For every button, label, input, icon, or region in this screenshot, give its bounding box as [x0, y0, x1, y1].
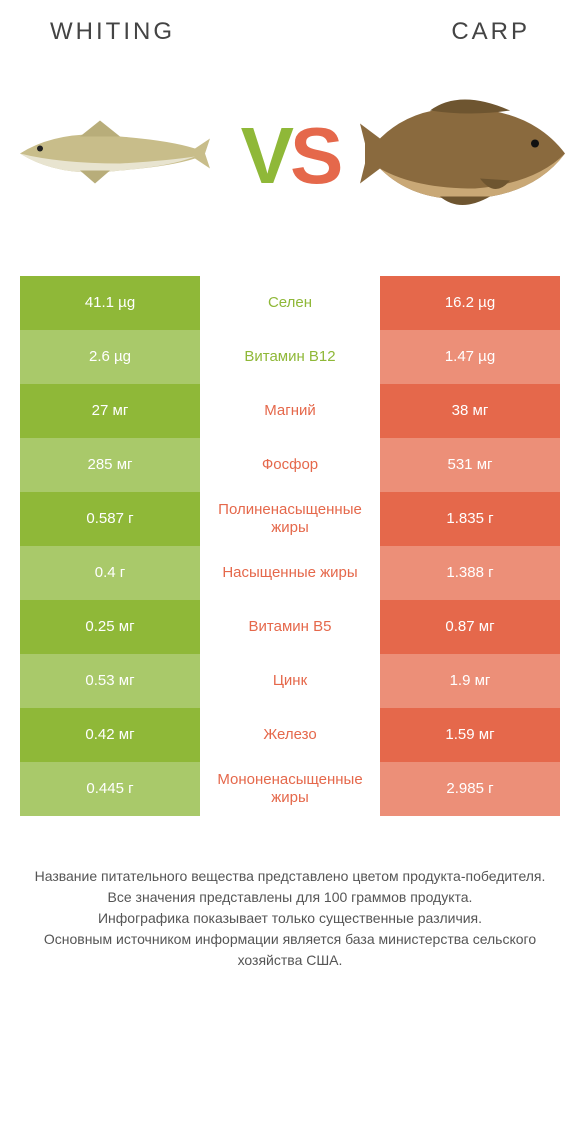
- value-left: 0.53 мг: [20, 654, 200, 708]
- value-right: 531 мг: [380, 438, 560, 492]
- table-row: 27 мгМагний38 мг: [20, 384, 560, 438]
- footer-line: Название питательного вещества представл…: [20, 866, 560, 887]
- value-left: 0.42 мг: [20, 708, 200, 762]
- table-row: 0.25 мгВитамин B50.87 мг: [20, 600, 560, 654]
- nutrient-name: Железо: [200, 708, 380, 762]
- footer-notes: Название питательного вещества представл…: [0, 816, 580, 971]
- value-left: 27 мг: [20, 384, 200, 438]
- table-row: 0.53 мгЦинк1.9 мг: [20, 654, 560, 708]
- value-left: 0.4 г: [20, 546, 200, 600]
- value-left: 0.25 мг: [20, 600, 200, 654]
- value-left: 41.1 µg: [20, 276, 200, 330]
- hero: VS: [0, 56, 580, 256]
- value-right: 1.47 µg: [380, 330, 560, 384]
- footer-line: Основным источником информации является …: [20, 929, 560, 971]
- nutrient-name: Полиненасыщенные жиры: [200, 492, 380, 546]
- value-right: 1.835 г: [380, 492, 560, 546]
- title-left: WHITING: [50, 18, 175, 46]
- value-left: 0.445 г: [20, 762, 200, 816]
- vs-s: S: [290, 111, 339, 200]
- table-row: 2.6 µgВитамин B121.47 µg: [20, 330, 560, 384]
- value-right: 38 мг: [380, 384, 560, 438]
- value-right: 1.9 мг: [380, 654, 560, 708]
- footer-line: Инфографика показывает только существенн…: [20, 908, 560, 929]
- nutrient-name: Мононенасыщенные жиры: [200, 762, 380, 816]
- nutrient-name: Насыщенные жиры: [200, 546, 380, 600]
- value-right: 2.985 г: [380, 762, 560, 816]
- value-left: 0.587 г: [20, 492, 200, 546]
- footer-line: Все значения представлены для 100 граммо…: [20, 887, 560, 908]
- nutrient-table: 41.1 µgСелен16.2 µg2.6 µgВитамин B121.47…: [20, 276, 560, 816]
- nutrient-name: Витамин B12: [200, 330, 380, 384]
- value-right: 1.388 г: [380, 546, 560, 600]
- value-right: 0.87 мг: [380, 600, 560, 654]
- nutrient-name: Фосфор: [200, 438, 380, 492]
- value-right: 16.2 µg: [380, 276, 560, 330]
- title-right: CARP: [451, 18, 530, 46]
- nutrient-name: Селен: [200, 276, 380, 330]
- header: WHITING CARP: [0, 0, 580, 56]
- nutrient-name: Цинк: [200, 654, 380, 708]
- table-row: 0.42 мгЖелезо1.59 мг: [20, 708, 560, 762]
- table-row: 41.1 µgСелен16.2 µg: [20, 276, 560, 330]
- table-row: 0.587 гПолиненасыщенные жиры1.835 г: [20, 492, 560, 546]
- table-row: 0.445 гМононенасыщенные жиры2.985 г: [20, 762, 560, 816]
- nutrient-name: Магний: [200, 384, 380, 438]
- vs-v: V: [241, 111, 290, 200]
- whiting-fish-icon: [10, 109, 210, 204]
- table-row: 285 мгФосфор531 мг: [20, 438, 560, 492]
- value-left: 2.6 µg: [20, 330, 200, 384]
- value-right: 1.59 мг: [380, 708, 560, 762]
- value-left: 285 мг: [20, 438, 200, 492]
- nutrient-name: Витамин B5: [200, 600, 380, 654]
- vs-label: VS: [241, 110, 340, 202]
- table-row: 0.4 гНасыщенные жиры1.388 г: [20, 546, 560, 600]
- carp-fish-icon: [360, 89, 570, 224]
